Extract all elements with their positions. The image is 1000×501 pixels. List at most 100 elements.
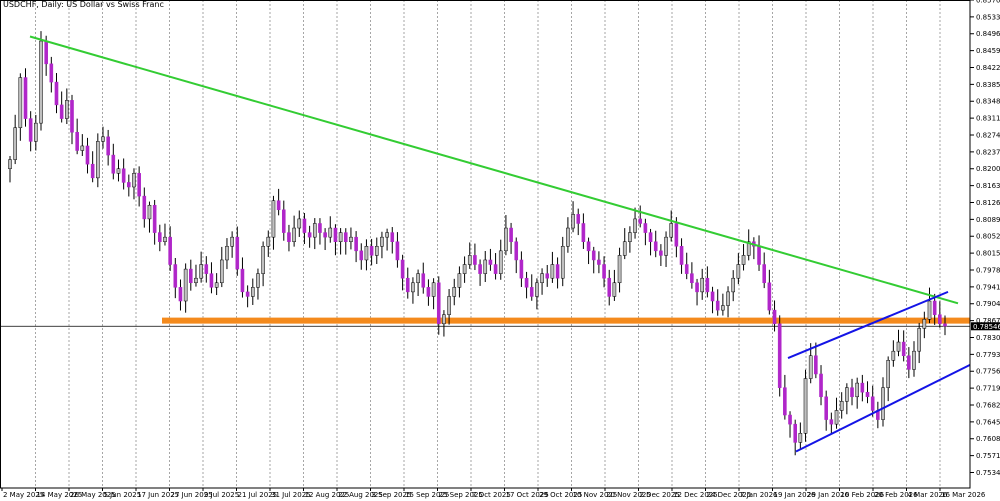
x-tick-label: 10 Feb 2026 [841, 491, 885, 499]
x-tick-label: 19 Jan 2026 [774, 491, 817, 499]
bull-candle [225, 246, 229, 261]
bull-candle [504, 227, 508, 252]
bear-candle [519, 259, 524, 279]
bear-candle [28, 118, 33, 142]
bear-candle [405, 277, 410, 293]
x-tick-label: 21 Jul 2025 [238, 491, 278, 499]
bull-candle [540, 273, 544, 284]
bear-candle [127, 182, 131, 188]
bull-candle [498, 250, 503, 274]
bull-candle [886, 360, 890, 388]
downtrend-line [29, 35, 959, 305]
bull-candle [550, 264, 555, 279]
bull-candle [839, 401, 844, 411]
bull-candle [664, 236, 668, 256]
bear-candle [943, 323, 947, 327]
bear-candle [189, 268, 193, 284]
bear-candle [436, 282, 441, 325]
support-zone [162, 317, 970, 324]
bull-candle [612, 282, 617, 297]
bear-candle [850, 387, 854, 398]
x-tick-label: 4 Mar 2026 [908, 491, 948, 499]
x-tick-label: 3 Sep 2025 [372, 491, 412, 499]
bull-candle [912, 350, 916, 370]
x-tick-label: 27 Jun 2025 [171, 491, 213, 499]
bear-candle [323, 232, 327, 238]
bear-candle [204, 264, 209, 274]
bull-candle [834, 410, 839, 425]
bull-candle [700, 277, 705, 293]
bull-candle [927, 300, 932, 320]
channel-upper-line [787, 290, 949, 359]
bull-candle [65, 100, 69, 119]
bear-candle [354, 236, 358, 252]
x-tick-label: 7 Jan 2026 [740, 491, 778, 499]
x-tick-label: 20 Feb 2026 [874, 491, 918, 499]
bear-candle [679, 246, 684, 265]
bear-candle [602, 264, 606, 279]
x-tick-label: 17 Oct 2025 [506, 491, 549, 499]
bear-candle [106, 136, 110, 156]
bear-candle [426, 287, 431, 297]
bear-candle [870, 396, 875, 411]
bear-candle [648, 232, 653, 242]
bear-candle [524, 277, 529, 288]
bear-candle [762, 264, 766, 284]
bear-candle [49, 63, 54, 83]
x-tick-label: 24 Dec 2025 [707, 491, 752, 499]
bear-candle [142, 195, 147, 220]
bull-candle [219, 259, 224, 284]
bear-candle [168, 236, 172, 265]
bear-candle [607, 277, 612, 297]
bull-candle [349, 236, 353, 242]
bull-candle [855, 382, 859, 398]
x-tick-label: 7 Oct 2025 [472, 491, 511, 499]
bear-candle [137, 173, 141, 197]
bear-candle [865, 391, 870, 398]
bull-candle [80, 145, 85, 151]
bear-candle [90, 163, 95, 179]
bull-candle [250, 287, 255, 297]
bull-candle [230, 236, 234, 247]
bull-candle [328, 227, 333, 238]
x-tick-label: 29 Jan 2026 [807, 491, 850, 499]
bear-candle [44, 40, 48, 65]
bull-candle [116, 168, 121, 174]
bull-candle [364, 246, 369, 261]
bear-candle [819, 373, 823, 398]
bull-candle [132, 173, 136, 188]
bear-candle [901, 341, 906, 356]
x-tick-label: 12 Aug 2025 [305, 491, 350, 499]
bear-candle [173, 264, 178, 288]
x-tick-label: 17 Jun 2025 [137, 491, 179, 499]
bear-candle [938, 314, 942, 325]
bear-candle [152, 204, 157, 233]
bear-candle [757, 246, 761, 265]
bear-candle [860, 382, 865, 393]
bear-candle [158, 232, 162, 242]
channel-lower-line [795, 363, 971, 453]
bear-candle [643, 223, 648, 233]
bull-candle [34, 122, 38, 142]
bull-candle [746, 241, 751, 256]
bear-candle [209, 273, 214, 288]
x-tick-label: 15 Sep 2025 [405, 491, 449, 499]
x-tick-label: 2 May 2025 [3, 491, 44, 499]
bull-candle [13, 127, 17, 160]
bear-candle [395, 241, 400, 261]
